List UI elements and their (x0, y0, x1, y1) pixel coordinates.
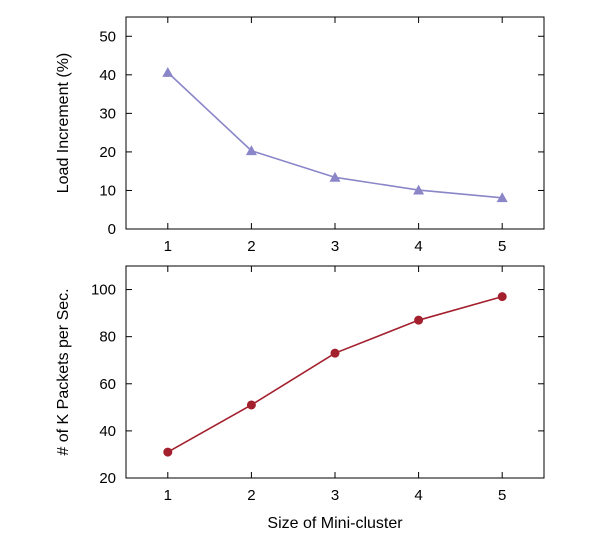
data-point (163, 447, 173, 457)
plot-frame (125, 265, 545, 479)
series-line (167, 295, 503, 453)
x-tick-label: 1 (164, 487, 172, 504)
packets-per-second-chart: 1 2 3 4 5 20 40 60 80 100 # of K Packets per Sec.… (55, 265, 545, 532)
x-tick-label: 5 (498, 487, 506, 504)
y-tick-label: 20 (99, 470, 116, 487)
data-point (329, 171, 341, 182)
data-point (414, 315, 424, 325)
y-tick-label: 10 (99, 182, 116, 199)
y-axis-label: # of K Packets per Sec. (55, 288, 72, 455)
y-tick-label: 60 (99, 376, 116, 393)
x-tick-label: 4 (414, 238, 422, 255)
x-tick-label: 1 (164, 238, 172, 255)
data-point (246, 400, 256, 410)
y-tick-label: 80 (99, 329, 116, 346)
y-tick-label: 50 (99, 28, 116, 45)
plot-frame (125, 16, 545, 230)
data-point (245, 145, 257, 156)
x-tick-label: 2 (247, 238, 255, 255)
y-tick-label: 40 (99, 423, 116, 440)
x-tick-label: 2 (247, 487, 255, 504)
y-tick-label: 40 (99, 67, 116, 84)
data-point (330, 348, 340, 358)
data-point (497, 292, 507, 302)
y-tick-label: 30 (99, 105, 116, 122)
x-axis-label: Size of Mini-cluster (267, 515, 403, 532)
y-axis-label: Load Increment (%) (55, 53, 72, 194)
data-point (162, 67, 174, 77)
x-tick-label: 3 (331, 238, 339, 255)
y-tick-label: 100 (91, 282, 116, 299)
x-tick-label: 4 (414, 487, 422, 504)
y-tick-label: 0 (108, 221, 116, 238)
data-point (496, 192, 508, 203)
y-tick-label: 20 (99, 144, 116, 161)
x-tick-label: 5 (498, 238, 506, 255)
x-tick-label: 3 (331, 487, 339, 504)
data-point (413, 184, 425, 195)
